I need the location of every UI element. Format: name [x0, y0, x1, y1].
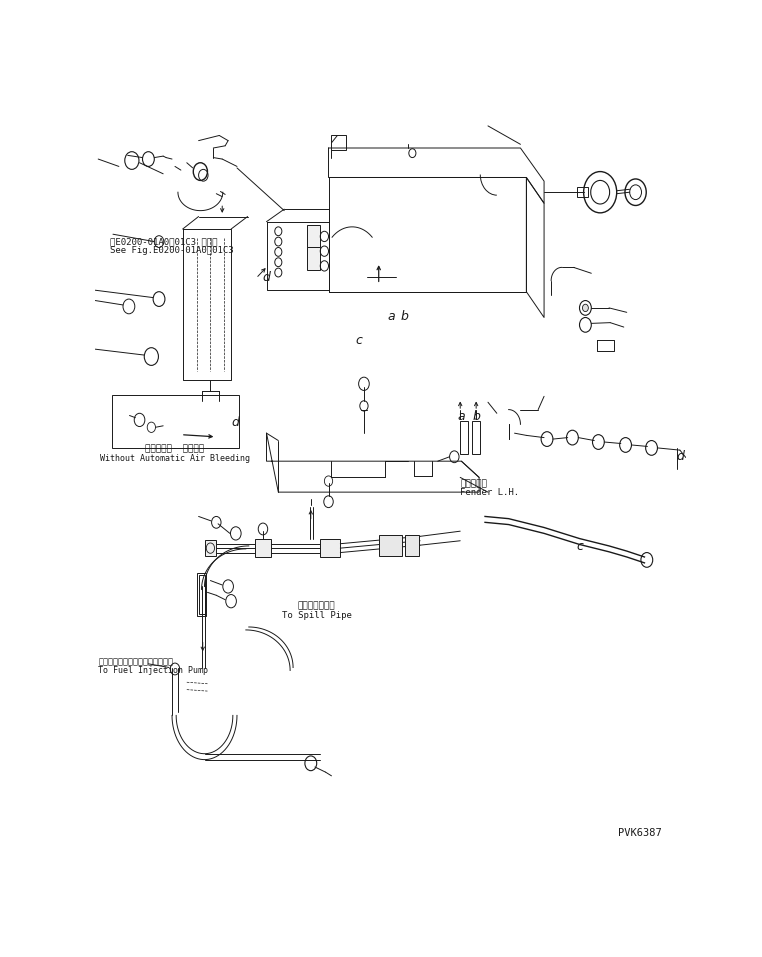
Bar	[460, 421, 468, 454]
Text: a: a	[457, 410, 466, 423]
Text: 自動エアー- 抜きナシ: 自動エアー- 抜きナシ	[146, 445, 204, 454]
Bar	[255, 540, 271, 557]
Text: PVK6387: PVK6387	[619, 829, 662, 838]
Text: a: a	[388, 310, 395, 323]
Bar	[204, 540, 216, 556]
Bar	[306, 248, 320, 270]
Text: To Spill Pipe: To Spill Pipe	[282, 611, 351, 619]
Bar	[306, 225, 320, 248]
Bar	[112, 395, 239, 448]
Text: 第E0200-01A0～01C3 図参照: 第E0200-01A0～01C3 図参照	[110, 237, 217, 246]
Bar	[331, 136, 346, 150]
Bar	[379, 535, 402, 555]
Text: To Fuel Injection Pump: To Fuel Injection Pump	[98, 666, 208, 675]
Text: b: b	[472, 410, 480, 423]
Text: スピルパイプへ: スピルパイプへ	[298, 602, 335, 611]
Text: d: d	[263, 272, 271, 284]
Text: c: c	[576, 541, 583, 553]
Text: Fender L.H.: Fender L.H.	[460, 488, 520, 498]
Text: d: d	[232, 416, 240, 430]
Text: c: c	[356, 334, 363, 347]
Text: b: b	[401, 310, 408, 323]
Bar	[405, 535, 419, 555]
Bar	[199, 574, 204, 614]
Text: フェンダ左: フェンダ左	[460, 479, 487, 488]
Text: See Fig.E0200-01A0～01C3: See Fig.E0200-01A0～01C3	[110, 246, 234, 255]
Text: フェルインジェクションポンプへ: フェルインジェクションポンプへ	[98, 657, 173, 666]
Bar	[472, 421, 480, 454]
Text: Without Automatic Air Bleeding: Without Automatic Air Bleeding	[100, 454, 250, 462]
Text: d: d	[676, 451, 684, 463]
Bar	[197, 573, 206, 616]
Circle shape	[582, 304, 588, 312]
Bar	[577, 187, 588, 197]
Bar	[320, 540, 341, 557]
